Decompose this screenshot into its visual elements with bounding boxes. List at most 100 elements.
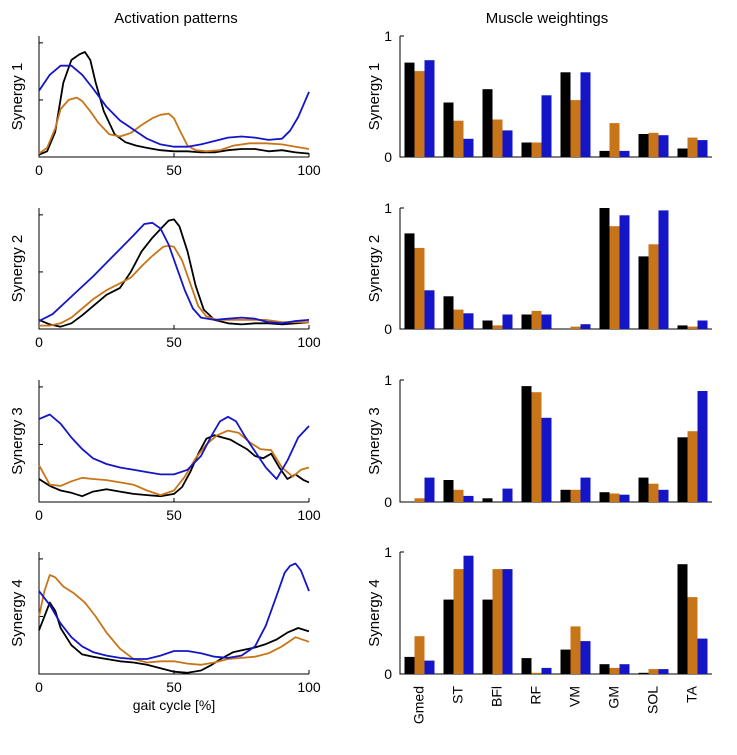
bar-st-orange bbox=[453, 569, 464, 674]
bar-vm-blue bbox=[580, 324, 591, 329]
bar-ta-black bbox=[677, 437, 688, 502]
bar-gm-black bbox=[599, 492, 610, 502]
bar-ta-orange bbox=[687, 597, 698, 674]
x-tick-label: 100 bbox=[297, 507, 321, 523]
activation-line-black bbox=[38, 218, 310, 328]
bar-gmed-blue bbox=[424, 477, 435, 502]
y-tick-label: 0 bbox=[384, 494, 392, 510]
bar-gmed-black bbox=[404, 62, 415, 157]
y-tick-label: 0 bbox=[384, 149, 392, 165]
bar-gm-blue bbox=[619, 150, 630, 157]
bar-gm-black bbox=[599, 208, 610, 329]
bar-gm-blue bbox=[619, 494, 630, 502]
bar-ta-black bbox=[677, 325, 688, 329]
bar-vm-black bbox=[560, 649, 571, 674]
muscle-label: VM bbox=[567, 686, 583, 707]
bar-sol-blue bbox=[658, 135, 669, 157]
muscle-label: TA bbox=[684, 685, 700, 703]
bar-ta-orange bbox=[687, 431, 698, 502]
bar-gm-orange bbox=[609, 493, 620, 502]
synergy-label: Synergy 1 bbox=[366, 63, 383, 131]
bar-rf-blue bbox=[541, 314, 552, 329]
activation-line-blue bbox=[38, 413, 310, 480]
bar-gmed-blue bbox=[424, 290, 435, 329]
bar-ta-blue bbox=[697, 320, 708, 329]
activation-line-orange bbox=[38, 574, 310, 666]
bar-bfl-black bbox=[482, 320, 493, 329]
bar-vm-orange bbox=[570, 626, 581, 674]
bar-vm-blue bbox=[580, 641, 591, 674]
bar-gmed-orange bbox=[414, 247, 425, 329]
bar-sol-black bbox=[638, 477, 649, 502]
muscle-label: GM bbox=[606, 686, 622, 709]
bar-bfl-blue bbox=[502, 488, 513, 502]
right-column-title: Muscle weightings bbox=[486, 10, 609, 27]
bar-gm-orange bbox=[609, 226, 620, 329]
bar-st-orange bbox=[453, 120, 464, 157]
bar-rf-black bbox=[521, 142, 532, 157]
x-tick-label: 100 bbox=[297, 334, 321, 350]
bar-sol-orange bbox=[648, 244, 659, 329]
x-axis-label: gait cycle [%] bbox=[133, 697, 215, 713]
bar-gm-blue bbox=[619, 215, 630, 329]
bar-st-blue bbox=[463, 495, 474, 502]
activation-panel-3: 0 50 100 Synergy 3 bbox=[9, 380, 321, 523]
activation-line-orange bbox=[38, 429, 310, 496]
bar-rf-orange bbox=[531, 392, 542, 502]
bar-sol-orange bbox=[648, 669, 659, 674]
bar-gm-black bbox=[599, 664, 610, 674]
muscle-label: SOL bbox=[645, 686, 661, 714]
x-tick-label: 50 bbox=[166, 679, 182, 695]
bar-sol-blue bbox=[658, 669, 669, 674]
bar-rf-orange bbox=[531, 142, 542, 157]
synergy-label: Synergy 2 bbox=[366, 235, 383, 303]
bar-st-orange bbox=[453, 309, 464, 329]
left-column-title: Activation patterns bbox=[114, 10, 237, 27]
bar-gmed-orange bbox=[414, 636, 425, 674]
activation-panel-2: 0 50 100 Synergy 2 bbox=[9, 208, 321, 350]
bar-gmed-black bbox=[404, 233, 415, 329]
bar-st-blue bbox=[463, 313, 474, 329]
bar-st-black bbox=[443, 296, 454, 329]
muscle-label: ST bbox=[450, 686, 466, 704]
bar-ta-blue bbox=[697, 140, 708, 157]
bar-vm-blue bbox=[580, 477, 591, 502]
activation-line-blue bbox=[38, 221, 310, 325]
synergy-label: Synergy 4 bbox=[9, 579, 26, 647]
bar-bfl-black bbox=[482, 599, 493, 674]
y-tick-label: 0 bbox=[384, 666, 392, 682]
bar-vm-blue bbox=[580, 72, 591, 157]
x-tick-label: 100 bbox=[297, 679, 321, 695]
x-tick-label: 0 bbox=[35, 507, 43, 523]
bar-rf-black bbox=[521, 314, 532, 329]
bar-sol-blue bbox=[658, 489, 669, 502]
bar-st-black bbox=[443, 599, 454, 674]
bar-st-blue bbox=[463, 138, 474, 157]
bar-bfl-orange bbox=[492, 569, 503, 674]
bar-bfl-orange bbox=[492, 119, 503, 157]
bar-rf-orange bbox=[531, 310, 542, 329]
bar-rf-blue bbox=[541, 417, 552, 502]
bar-sol-orange bbox=[648, 132, 659, 157]
bar-sol-blue bbox=[658, 210, 669, 329]
bar-gm-black bbox=[599, 150, 610, 157]
y-tick-label: 1 bbox=[384, 372, 392, 388]
activation-line-black bbox=[38, 601, 310, 674]
activation-line-blue bbox=[38, 64, 310, 148]
bar-st-black bbox=[443, 480, 454, 502]
bar-rf-blue bbox=[541, 95, 552, 157]
weighting-panel-4: 0 1 Synergy 4 Gmed ST BFl RF VM GM SOL TA bbox=[366, 544, 712, 724]
bar-gmed-blue bbox=[424, 60, 435, 158]
activation-line-blue bbox=[38, 562, 310, 660]
bar-gmed-blue bbox=[424, 660, 435, 674]
weighting-panel-3: 0 1 Synergy 3 bbox=[366, 372, 712, 510]
bar-gmed-orange bbox=[414, 71, 425, 157]
bar-gm-orange bbox=[609, 667, 620, 674]
bar-st-blue bbox=[463, 555, 474, 674]
bar-vm-orange bbox=[570, 489, 581, 502]
x-tick-label: 50 bbox=[166, 334, 182, 350]
synergy-label: Synergy 2 bbox=[9, 235, 26, 303]
x-tick-label: 0 bbox=[35, 334, 43, 350]
